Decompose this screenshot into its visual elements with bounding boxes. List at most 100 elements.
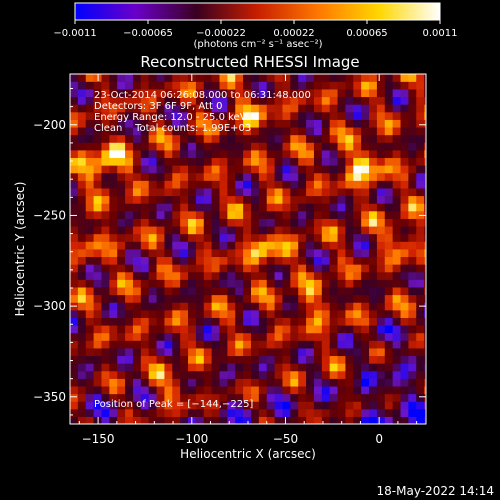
heatmap-cell — [219, 74, 228, 82]
heatmap-cell — [211, 195, 221, 204]
heatmap-cell — [306, 157, 315, 166]
heatmap-cell — [400, 370, 409, 379]
heatmap-cell — [400, 324, 409, 334]
heatmap-cell — [125, 225, 134, 235]
heatmap-cell — [408, 347, 417, 357]
heatmap-cell — [164, 218, 173, 227]
heatmap-cell — [306, 248, 315, 258]
heatmap-cell — [353, 165, 362, 174]
heatmap-cell — [298, 165, 307, 174]
heatmap-cell — [140, 393, 150, 402]
heatmap-cell — [321, 378, 331, 387]
heatmap-cell — [172, 408, 181, 417]
heatmap-cell — [101, 96, 110, 105]
heatmap-cell — [219, 88, 228, 98]
heatmap-cell — [140, 195, 150, 204]
heatmap-cell — [313, 385, 323, 395]
heatmap-cell — [337, 81, 347, 90]
heatmap-cell — [306, 195, 315, 204]
heatmap-cell — [101, 203, 110, 212]
heatmap-cell — [392, 233, 402, 242]
heatmap-cell — [132, 340, 142, 349]
heatmap-cell — [329, 271, 339, 280]
heatmap-cell — [203, 248, 213, 258]
heatmap-cell — [101, 347, 110, 357]
heatmap-cell — [321, 165, 331, 174]
heatmap-cell — [235, 134, 244, 143]
heatmap-cell — [392, 385, 402, 395]
heatmap-cell — [70, 378, 79, 387]
heatmap-cell — [101, 81, 110, 90]
heatmap-cell — [203, 119, 213, 128]
heatmap-cell — [337, 363, 347, 372]
heatmap-cell — [85, 264, 95, 273]
heatmap-cell — [93, 286, 103, 296]
heatmap-cell — [219, 134, 228, 143]
heatmap-cell — [164, 96, 173, 105]
heatmap-cell — [85, 401, 95, 410]
heatmap-cell — [195, 195, 205, 204]
heatmap-cell — [306, 111, 315, 120]
heatmap-cell — [235, 126, 244, 136]
heatmap-cell — [156, 142, 166, 151]
heatmap-cell — [172, 233, 181, 242]
heatmap-cell — [400, 203, 409, 212]
heatmap-cell — [164, 225, 173, 235]
heatmap-cell — [180, 195, 189, 204]
heatmap-cell — [345, 233, 354, 242]
heatmap-cell — [211, 210, 221, 219]
heatmap-cell — [384, 264, 394, 273]
heatmap-cell — [329, 355, 339, 364]
heatmap-cell — [258, 225, 268, 235]
heatmap-cell — [376, 416, 386, 424]
heatmap-cell — [313, 302, 323, 311]
heatmap-cell — [125, 286, 134, 296]
heatmap-cell — [250, 416, 260, 424]
heatmap-cell — [203, 96, 213, 105]
heatmap-cell — [408, 264, 417, 273]
heatmap-cell — [243, 347, 252, 357]
heatmap-cell — [408, 363, 417, 372]
heatmap-cell — [195, 218, 205, 227]
heatmap-cell — [227, 119, 236, 128]
heatmap-cell — [258, 119, 268, 128]
heatmap-cell — [392, 340, 402, 349]
heatmap-cell — [345, 294, 354, 303]
heatmap-cell — [85, 378, 95, 387]
heatmap-cell — [132, 218, 142, 227]
heatmap-cell — [250, 370, 260, 379]
heatmap-cell — [329, 340, 339, 349]
heatmap-cell — [211, 74, 221, 82]
heatmap-cell — [424, 187, 426, 197]
heatmap-cell — [188, 111, 197, 120]
heatmap-cell — [290, 157, 299, 166]
heatmap-cell — [274, 370, 284, 379]
heatmap-cell — [266, 74, 276, 82]
heatmap-cell — [408, 210, 417, 219]
heatmap-cell — [392, 180, 402, 189]
heatmap-cell — [376, 302, 386, 311]
heatmap-cell — [93, 401, 103, 410]
heatmap-cell — [109, 187, 118, 197]
heatmap-cell — [219, 218, 228, 227]
heatmap-cell — [400, 363, 409, 372]
heatmap-cell — [243, 119, 252, 128]
heatmap-cell — [313, 165, 323, 174]
heatmap-cell — [203, 302, 213, 311]
heatmap-cell — [156, 248, 166, 258]
heatmap-cell — [250, 119, 260, 128]
heatmap-cell — [235, 74, 244, 82]
heatmap-cell — [392, 149, 402, 159]
heatmap-cell — [384, 225, 394, 235]
heatmap-cell — [416, 126, 425, 136]
heatmap-cell — [180, 203, 189, 212]
heatmap-cell — [400, 111, 409, 120]
heatmap-cell — [424, 119, 426, 128]
heatmap-cell — [180, 279, 189, 288]
heatmap-cell — [172, 309, 181, 318]
heatmap-cell — [376, 126, 386, 136]
heatmap-cell — [282, 317, 291, 326]
heatmap-cell — [109, 370, 118, 379]
heatmap-cell — [148, 195, 158, 204]
heatmap-cell — [400, 172, 409, 181]
